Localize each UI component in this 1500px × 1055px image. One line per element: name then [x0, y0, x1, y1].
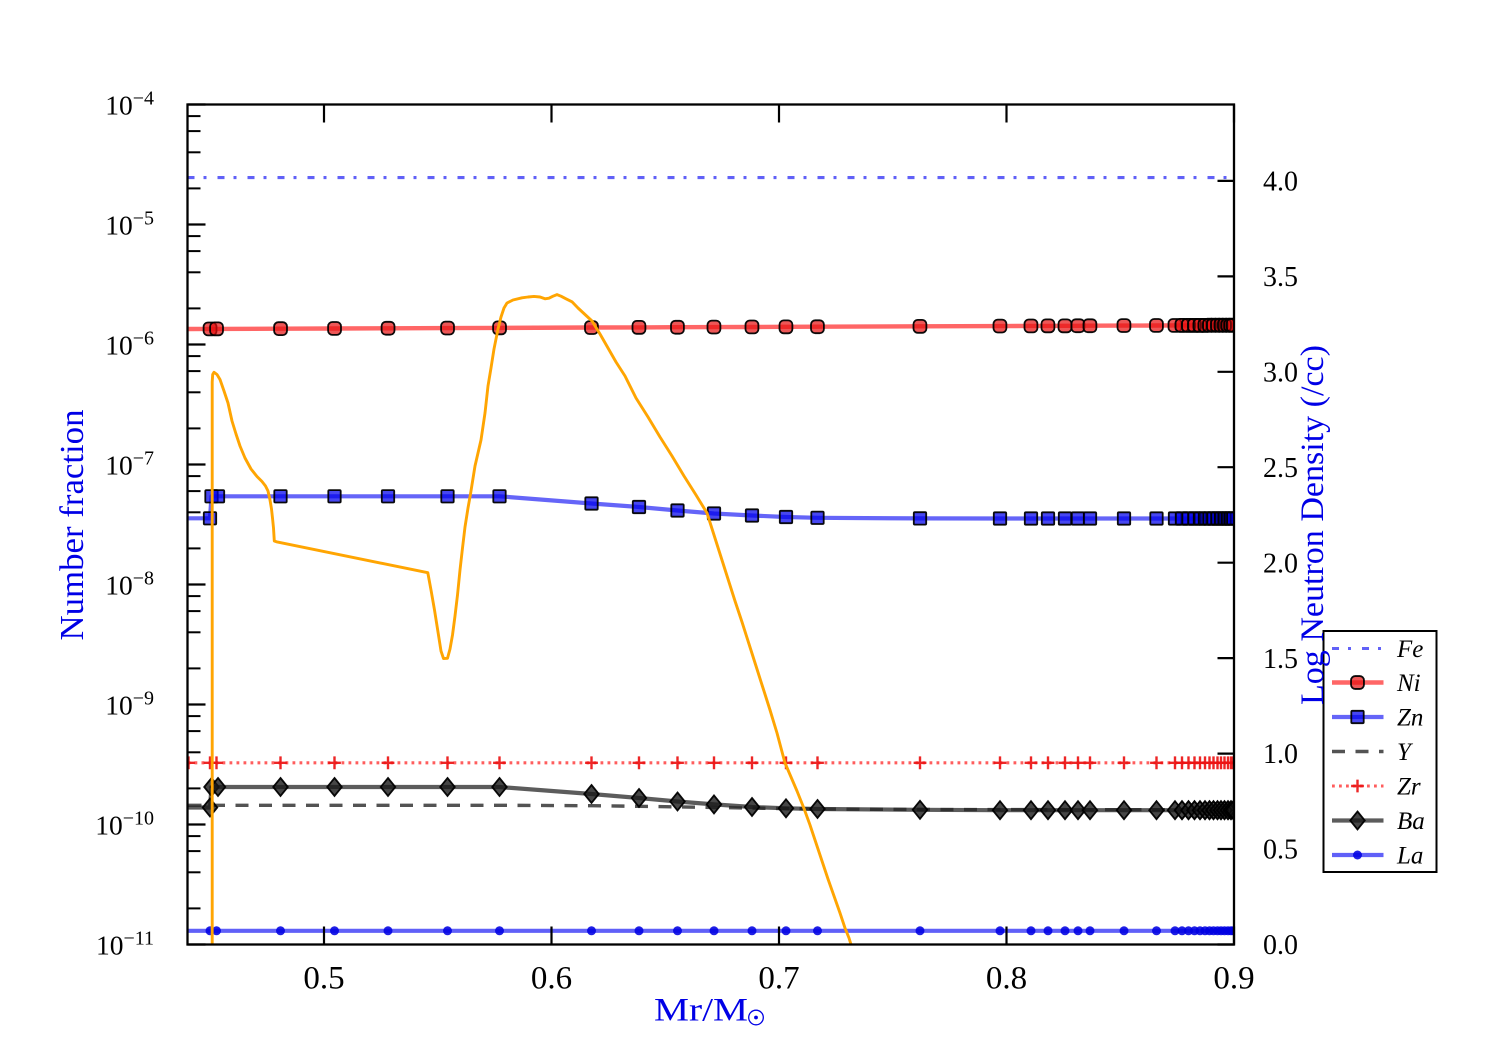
svg-text:Ni: Ni [1396, 670, 1421, 697]
svg-text:0.5: 0.5 [1263, 835, 1298, 866]
svg-text:Ba: Ba [1397, 808, 1425, 835]
svg-text:0.5: 0.5 [303, 961, 344, 997]
svg-text:Zr: Zr [1397, 774, 1421, 801]
svg-text:0.6: 0.6 [531, 961, 572, 997]
svg-text:0.8: 0.8 [986, 961, 1027, 997]
svg-text:10−6: 10−6 [105, 328, 154, 361]
svg-text:4.0: 4.0 [1263, 167, 1298, 198]
svg-text:3.5: 3.5 [1263, 262, 1298, 293]
svg-text:0.9: 0.9 [1213, 961, 1254, 997]
svg-text:2.0: 2.0 [1263, 548, 1298, 579]
svg-text:Fe: Fe [1396, 636, 1423, 663]
svg-text:1.0: 1.0 [1263, 739, 1298, 770]
svg-text:0.7: 0.7 [758, 961, 799, 997]
svg-text:2.5: 2.5 [1263, 453, 1298, 484]
svg-text:1.5: 1.5 [1263, 644, 1298, 675]
svg-text:La: La [1396, 843, 1423, 870]
svg-text:Log Neutron Density (/cc): Log Neutron Density (/cc) [1295, 345, 1331, 705]
svg-text:Mr/M: Mr/M [654, 993, 748, 1029]
svg-text:10−5: 10−5 [105, 208, 154, 241]
svg-text:Y: Y [1397, 739, 1414, 766]
svg-text:3.0: 3.0 [1263, 357, 1298, 388]
svg-text:Zn: Zn [1397, 705, 1423, 732]
svg-text:Number fraction: Number fraction [54, 410, 91, 641]
svg-text:0.0: 0.0 [1263, 930, 1298, 961]
